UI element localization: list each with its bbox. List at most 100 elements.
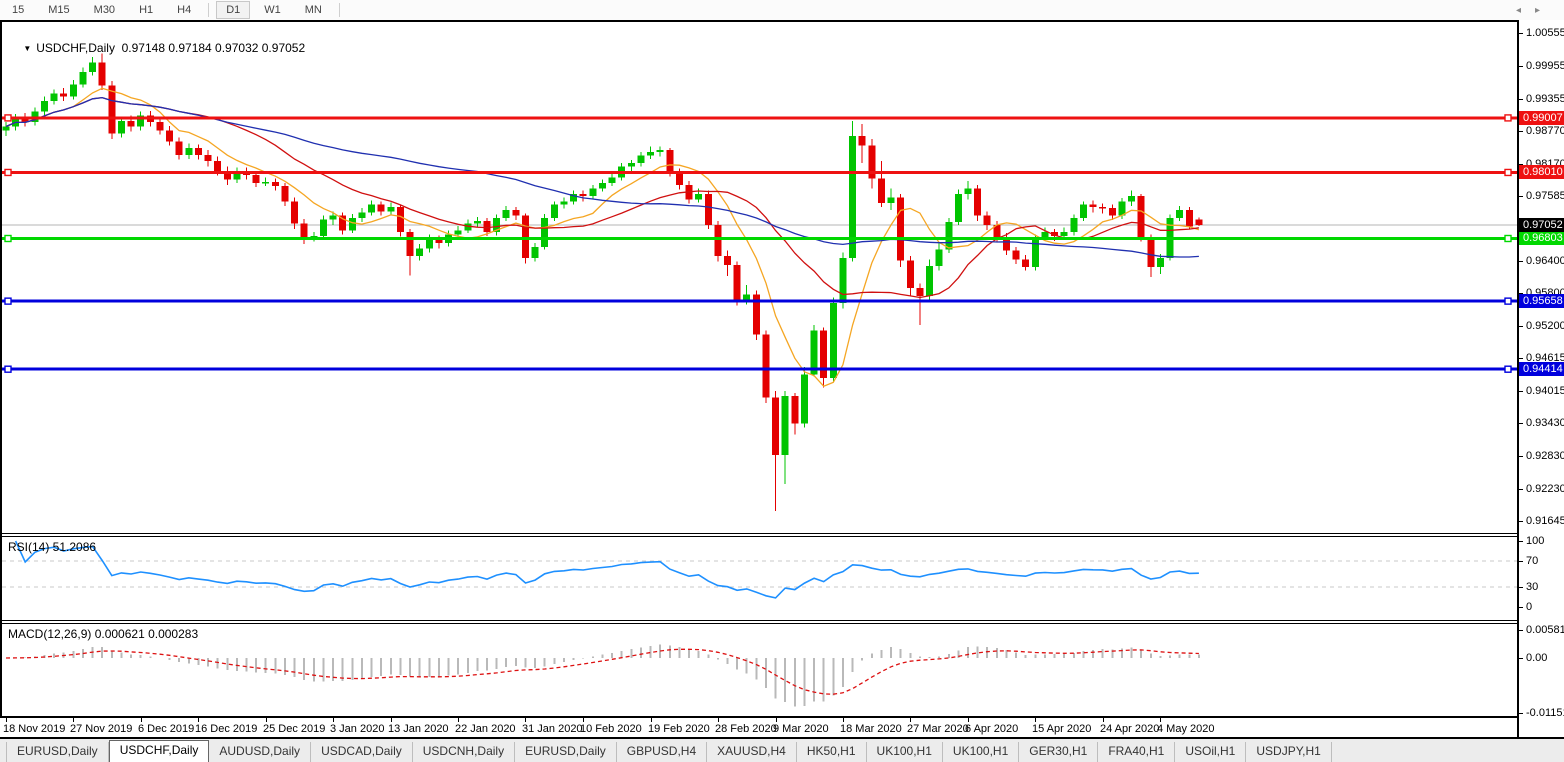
panel-separator[interactable] bbox=[0, 536, 1519, 537]
chart-tab-xauusd-h4[interactable]: XAUUSD,H4 bbox=[707, 742, 797, 762]
date-label: 22 Jan 2020 bbox=[455, 723, 516, 735]
date-label: 24 Apr 2020 bbox=[1100, 723, 1160, 735]
current-price-label: 0.97052 bbox=[1519, 217, 1564, 232]
axis-tick-mark bbox=[1519, 33, 1523, 35]
chart-tab-hk50-h1[interactable]: HK50,H1 bbox=[797, 742, 867, 762]
macd-tick-label: 0.005818 bbox=[1526, 624, 1564, 637]
date-tick-mark bbox=[525, 718, 526, 722]
date-tick-mark bbox=[1103, 718, 1104, 722]
price-tick-label: 0.95200 bbox=[1526, 320, 1564, 333]
date-tick-mark bbox=[843, 718, 844, 722]
rsi-line bbox=[14, 540, 1199, 599]
axis-tick-mark bbox=[1519, 163, 1523, 165]
axis-tick-mark bbox=[1519, 423, 1523, 425]
date-label: 6 Apr 2020 bbox=[965, 723, 1019, 735]
date-label: 18 Nov 2019 bbox=[3, 723, 66, 735]
hline-0.98010[interactable] bbox=[2, 168, 1517, 177]
price-tick-label: 0.94015 bbox=[1526, 385, 1564, 398]
axis-tick-mark bbox=[1519, 541, 1523, 542]
chart-tab-eurusd-daily[interactable]: EURUSD,Daily bbox=[515, 742, 617, 762]
scroll-right-icon[interactable]: ▸ bbox=[1534, 5, 1554, 16]
axis-tick-mark bbox=[1519, 488, 1523, 490]
chart-frame-bottom bbox=[0, 737, 1564, 739]
chart-tab-usdcad-daily[interactable]: USDCAD,Daily bbox=[311, 742, 413, 762]
rsi-indicator-canvas[interactable] bbox=[0, 537, 1517, 620]
date-label: 15 Apr 2020 bbox=[1032, 723, 1092, 735]
axis-tick-mark bbox=[1519, 587, 1523, 589]
chart-tab-usdchf-daily[interactable]: USDCHF,Daily bbox=[108, 740, 210, 762]
date-label: 10 Feb 2020 bbox=[580, 723, 642, 735]
macd-histogram bbox=[14, 644, 1200, 707]
timeframe-button-d1[interactable]: D1 bbox=[216, 1, 251, 19]
symbol-dropdown-icon[interactable]: ▼ bbox=[23, 44, 32, 53]
axis-tick-mark bbox=[1519, 130, 1523, 132]
date-axis: 18 Nov 2019 27 Nov 2019 6 Dec 2019 16 Dec 2… bbox=[0, 716, 1517, 737]
chart-tab-uk100-h1[interactable]: UK100,H1 bbox=[943, 742, 1020, 762]
chart-tab-audusd-daily[interactable]: AUDUSD,Daily bbox=[209, 742, 312, 762]
chart-tab-usoil-h1[interactable]: USOil,H1 bbox=[1175, 742, 1247, 762]
scroll-left-icon[interactable]: ◂ bbox=[1515, 5, 1535, 16]
timeframe-button-m15[interactable]: M15 bbox=[48, 4, 70, 16]
axis-tick-mark bbox=[1519, 630, 1523, 632]
chart-tab-ger30-h1[interactable]: GER30,H1 bbox=[1019, 742, 1099, 762]
toolbar-separator bbox=[338, 3, 340, 17]
timeframe-button-w1[interactable]: W1 bbox=[264, 4, 281, 16]
date-tick-mark bbox=[968, 718, 969, 722]
date-label: 27 Mar 2020 bbox=[907, 723, 969, 735]
panel-separator[interactable] bbox=[0, 533, 1519, 534]
moving-average-20 bbox=[5, 96, 1199, 299]
date-tick-mark bbox=[583, 718, 584, 722]
timeframe-button-mn[interactable]: MN bbox=[304, 4, 322, 16]
price-line-label-0.94414: 0.94414 bbox=[1519, 362, 1564, 377]
price-line-label-0.98010: 0.98010 bbox=[1519, 165, 1564, 180]
candlesticks bbox=[2, 53, 1203, 512]
chart-tab-uk100-h1[interactable]: UK100,H1 bbox=[867, 742, 943, 762]
chart-tab-gbpusd-h4[interactable]: GBPUSD,H4 bbox=[617, 742, 708, 762]
timeframe-button-m30[interactable]: M30 bbox=[93, 4, 116, 16]
hline-0.94414[interactable] bbox=[2, 365, 1517, 373]
axis-tick-mark bbox=[1519, 712, 1523, 714]
chart-title: ▼ USDCHF,Daily 0.97148 0.97184 0.97032 0.… bbox=[10, 27, 305, 69]
chart-tab-usdcnh-daily[interactable]: USDCNH,Daily bbox=[413, 742, 516, 762]
axis-tick-mark bbox=[1519, 358, 1523, 360]
macd-indicator-label: MACD(12,26,9) 0.000621 0.000283 bbox=[8, 627, 199, 641]
price-tick-label: 0.96400 bbox=[1526, 254, 1564, 267]
axis-tick-mark bbox=[1519, 560, 1523, 562]
price-tick-label: 0.99355 bbox=[1526, 92, 1564, 105]
panel-separator[interactable] bbox=[0, 623, 1519, 624]
date-tick-mark bbox=[73, 718, 74, 722]
chart-tab-usdjpy-h1[interactable]: USDJPY,H1 bbox=[1246, 742, 1332, 762]
timeframe-button-h1[interactable]: H1 bbox=[139, 4, 154, 16]
timeframe-button-15[interactable]: 15 bbox=[12, 4, 25, 16]
date-label: 25 Dec 2019 bbox=[263, 723, 326, 735]
date-label: 28 Feb 2020 bbox=[715, 723, 777, 735]
axis-tick-mark bbox=[1519, 607, 1523, 608]
panel-separator[interactable] bbox=[0, 620, 1519, 621]
main-chart-canvas[interactable] bbox=[0, 22, 1517, 533]
axis-tick-mark bbox=[1519, 658, 1523, 659]
axis-tick-mark bbox=[1519, 66, 1523, 68]
price-tick-label: 0.99955 bbox=[1526, 60, 1564, 73]
date-label: 13 Jan 2020 bbox=[388, 723, 449, 735]
hline-0.99007[interactable] bbox=[2, 114, 1517, 122]
date-label: 3 Jan 2020 bbox=[330, 723, 385, 735]
axis-tick-mark bbox=[1519, 326, 1523, 328]
hline-0.96803[interactable] bbox=[2, 234, 1517, 243]
hline-0.95658[interactable] bbox=[2, 297, 1517, 305]
timeframe-button-h4[interactable]: H4 bbox=[177, 4, 192, 16]
timeframe-toolbar: 15 M15 M30 H1 H4 D1 W1 MN bbox=[0, 0, 1564, 20]
date-tick-mark bbox=[6, 718, 7, 722]
price-tick-label: 0.94615 bbox=[1526, 352, 1564, 365]
rsi-indicator-label: RSI(14) 51.2086 bbox=[8, 540, 97, 554]
axis-tick-mark bbox=[1519, 98, 1523, 100]
chart-tab-fra40-h1[interactable]: FRA40,H1 bbox=[1098, 742, 1176, 762]
price-line-label-0.96803: 0.96803 bbox=[1519, 231, 1564, 246]
date-tick-mark bbox=[1035, 718, 1036, 722]
date-tick-mark bbox=[333, 718, 334, 722]
macd-indicator-canvas[interactable] bbox=[0, 624, 1517, 716]
date-label: 4 May 2020 bbox=[1157, 723, 1215, 735]
price-tick-label: 0.92230 bbox=[1526, 482, 1564, 495]
toolbar-separator bbox=[208, 3, 210, 17]
chart-tab-eurusd-daily[interactable]: EURUSD,Daily bbox=[6, 742, 109, 762]
